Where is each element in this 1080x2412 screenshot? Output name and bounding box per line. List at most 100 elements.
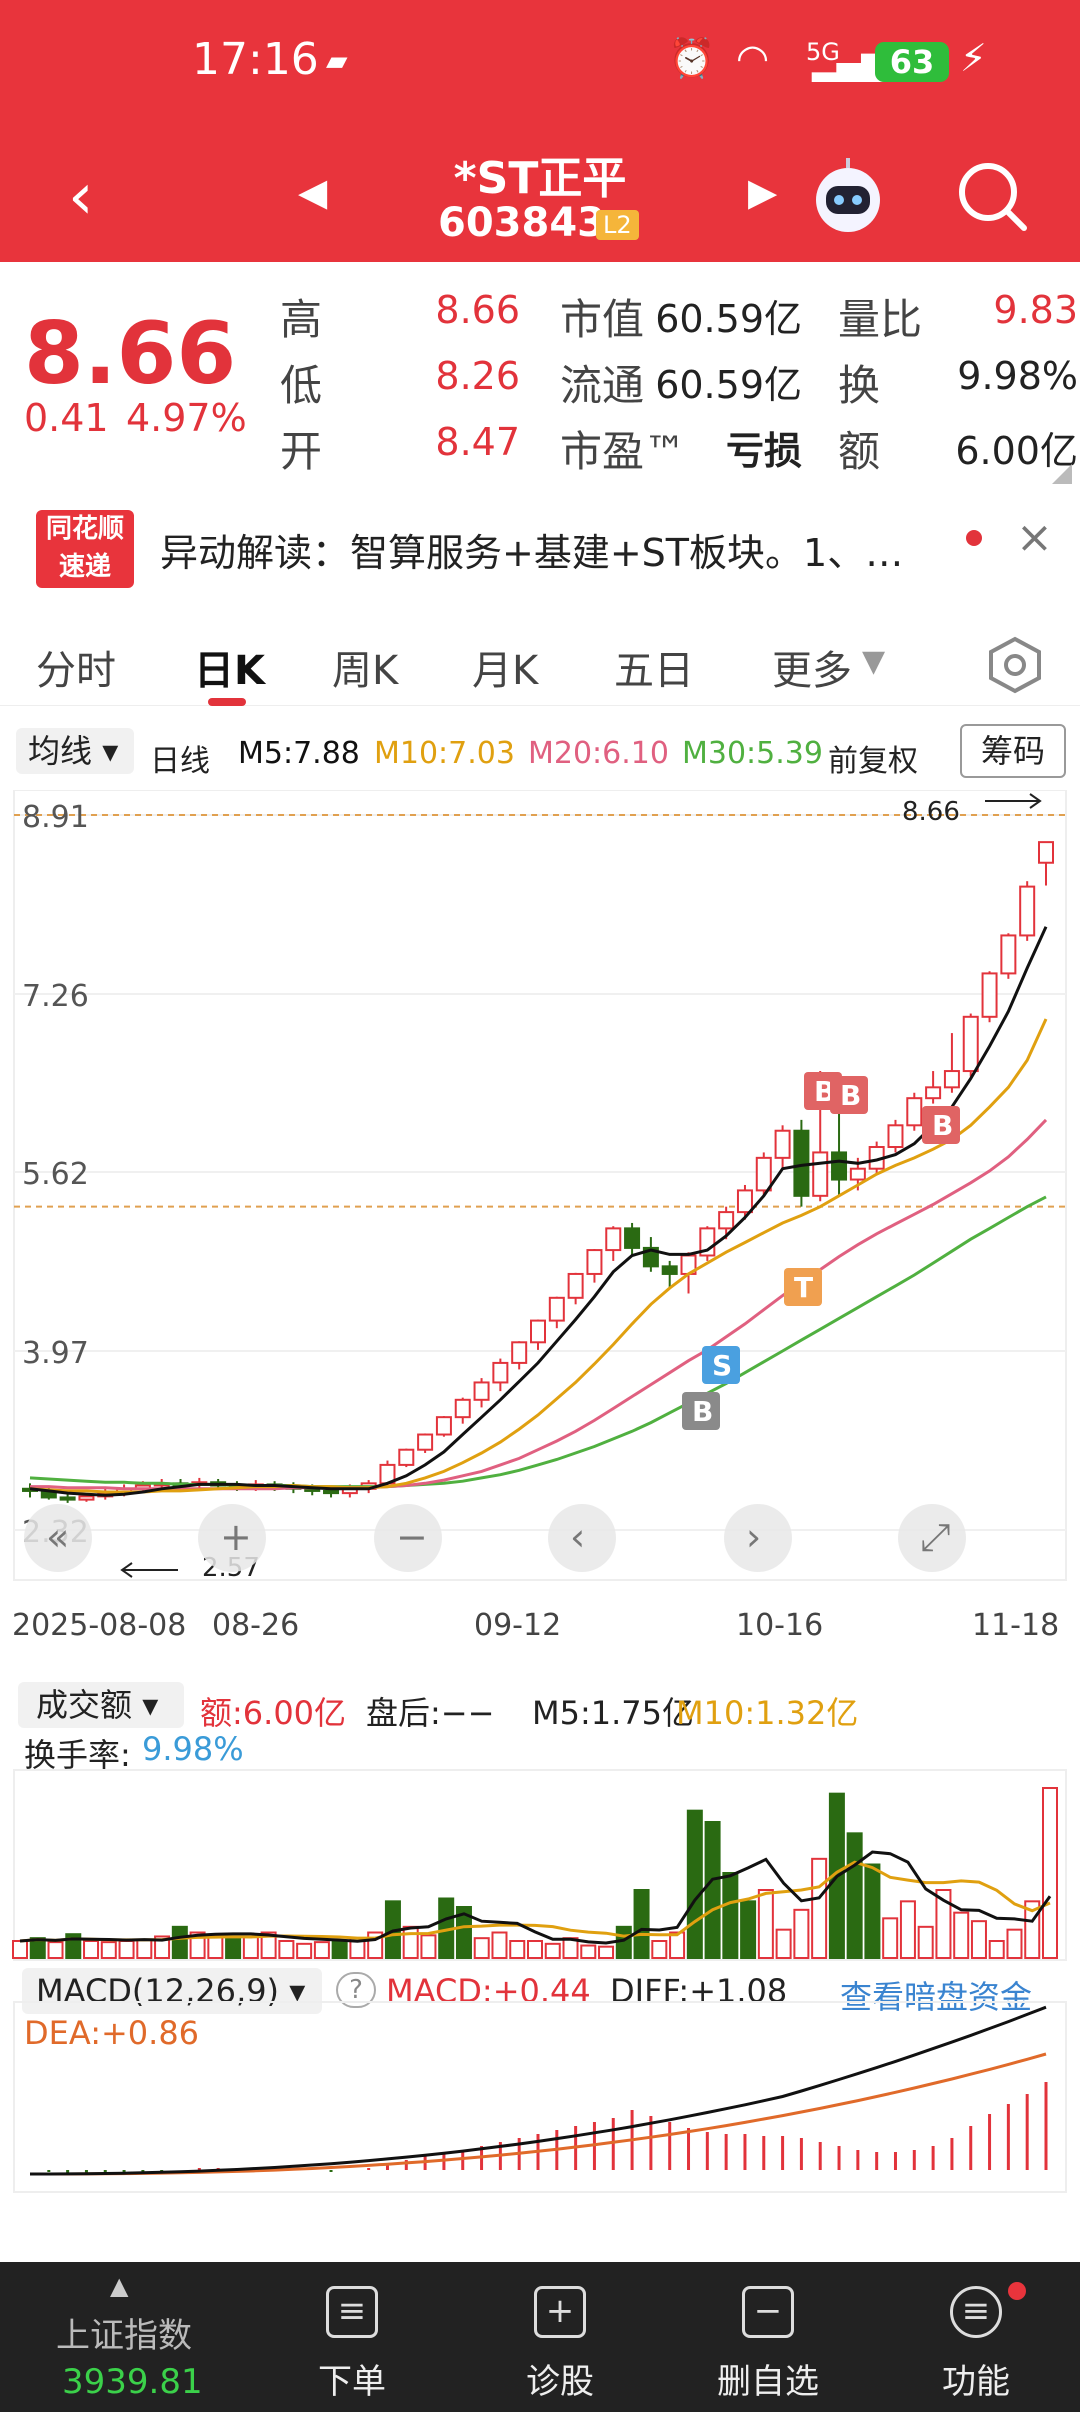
low-label: 低 bbox=[280, 361, 323, 410]
candle-body-46 bbox=[887, 1124, 904, 1149]
chart-control-0 bbox=[24, 1504, 92, 1572]
search-icon[interactable] bbox=[954, 158, 1030, 234]
settings-hexagon-icon[interactable] bbox=[986, 636, 1044, 694]
candle-body-51 bbox=[981, 972, 998, 1018]
mcap-value: 60.59亿 bbox=[655, 297, 802, 341]
prev-stock-icon[interactable]: ◀ bbox=[298, 170, 328, 214]
amount-value: 6.00亿 bbox=[955, 429, 1078, 473]
kline-frame bbox=[13, 790, 1067, 1581]
t-marker-bg bbox=[784, 1268, 822, 1306]
macd-chart[interactable] bbox=[0, 2000, 1080, 2200]
volume-indicator-select[interactable]: 成交额 ▾ bbox=[18, 1682, 184, 1728]
kline-price-axis: 8.917.265.623.972.32 bbox=[22, 800, 89, 1550]
volume-ma-lines bbox=[19, 1850, 1052, 1945]
turnover-label: 换 bbox=[838, 361, 881, 410]
diff-value: DIFF:+1.08 bbox=[610, 1972, 788, 2010]
chart-control-icon-0: « bbox=[46, 1515, 69, 1559]
order-button[interactable]: ≡ 下单 bbox=[272, 2262, 432, 2412]
tab-intraday[interactable]: 分时 bbox=[36, 648, 116, 694]
date-label-3: 10-16 bbox=[736, 1608, 824, 1643]
candle-body-47 bbox=[906, 1097, 923, 1127]
next-stock-icon[interactable]: ▶ bbox=[748, 170, 778, 214]
candle-body-3 bbox=[78, 1495, 95, 1501]
tab-weekly-k[interactable]: 周K bbox=[332, 648, 399, 694]
kline-markers: 8.662.57BSTBBB bbox=[120, 793, 1042, 1583]
macd-indicator-select[interactable]: MACD(12,26,9) ▾ bbox=[22, 1968, 322, 2014]
app-notification-icon: ▰ bbox=[326, 44, 348, 77]
volume-bar-37 bbox=[669, 1931, 686, 1959]
tab-monthly-k[interactable]: 月K bbox=[472, 648, 539, 694]
order-label: 下单 bbox=[318, 2362, 386, 2402]
candle-body-29 bbox=[567, 1272, 584, 1299]
candle-body-52 bbox=[1000, 934, 1017, 975]
volume-bar-15 bbox=[278, 1940, 295, 1959]
volume-bars bbox=[12, 1769, 1067, 1961]
volume-bar-14 bbox=[260, 1931, 277, 1959]
macd-value: MACD:+0.44 bbox=[386, 1972, 591, 2010]
volume-chart[interactable] bbox=[0, 1768, 1080, 1968]
wifi-icon: ◠ bbox=[736, 36, 770, 80]
macd-indicator-title: MACD(12,26,9) bbox=[36, 1972, 280, 2010]
functions-button[interactable]: ≡ 功能 bbox=[896, 2262, 1056, 2412]
volume-bar-41 bbox=[740, 1900, 757, 1959]
open-value: 8.47 bbox=[435, 420, 520, 464]
chart-control-icon-3: ‹ bbox=[570, 1515, 585, 1559]
candle-body-41 bbox=[793, 1129, 810, 1197]
volume-ma5-line bbox=[19, 1850, 1052, 1945]
back-icon[interactable]: ‹ bbox=[68, 160, 94, 234]
volume-bar-47 bbox=[846, 1832, 863, 1959]
functions-icon: ≡ bbox=[950, 2286, 1002, 2338]
dark-pool-link[interactable]: 查看暗盘资金 bbox=[840, 1978, 1033, 2016]
diagnose-button[interactable]: + 诊股 bbox=[480, 2262, 640, 2412]
volume-m5: M5:1.75亿 bbox=[532, 1694, 695, 1732]
volume-bar-6 bbox=[118, 1940, 135, 1959]
price-change-pct: 4.97% bbox=[126, 396, 247, 440]
tab-five-day[interactable]: 五日 bbox=[614, 648, 694, 694]
indicator-select[interactable]: 均线 ▾ bbox=[16, 728, 134, 774]
current-price: 8.66 bbox=[24, 304, 237, 404]
date-label-1: 08-26 bbox=[212, 1608, 300, 1643]
candle-body-20 bbox=[398, 1448, 415, 1466]
volume-bar-36 bbox=[651, 1940, 668, 1959]
close-icon[interactable]: × bbox=[1016, 512, 1053, 563]
stock-code: 603843 bbox=[438, 200, 605, 246]
volume-bar-22 bbox=[402, 1925, 419, 1959]
diagnose-label: 诊股 bbox=[526, 2362, 594, 2402]
low-arrow bbox=[120, 1562, 178, 1578]
volume-bar-8 bbox=[154, 1935, 171, 1959]
sell-marker-text: S bbox=[712, 1349, 732, 1382]
vr-label: 量比 bbox=[838, 295, 923, 344]
diff-line bbox=[30, 2005, 1047, 2176]
chart-tabs: 分时 日K 周K 月K 五日 更多 ▼ bbox=[0, 610, 1080, 706]
index-widget[interactable]: ▲ 上证指数 3939.81 bbox=[44, 2262, 204, 2412]
candle-body-40 bbox=[774, 1129, 791, 1159]
more-caret-icon[interactable]: ▼ bbox=[862, 644, 886, 679]
adjust-label[interactable]: 前复权 bbox=[828, 744, 918, 779]
ma30-label: M30:5.39 bbox=[682, 736, 823, 771]
volume-amount: 额:6.00亿 bbox=[200, 1694, 347, 1732]
buy-marker-3-bg bbox=[830, 1076, 868, 1114]
chips-button[interactable]: 筹码 bbox=[960, 724, 1066, 778]
high-price-label: 8.66 bbox=[902, 797, 960, 827]
ma20-label: M20:6.10 bbox=[528, 736, 669, 771]
news-ticker[interactable]: 同花顺 速递 异动解读：智算服务+基建+ST板块。1、… × bbox=[0, 492, 1080, 602]
tab-more[interactable]: 更多 bbox=[772, 648, 852, 694]
news-unread-dot bbox=[966, 530, 982, 546]
robot-assistant-icon[interactable] bbox=[806, 152, 890, 236]
volume-bar-11 bbox=[207, 1934, 224, 1959]
volume-bar-26 bbox=[473, 1937, 490, 1960]
sell-marker-bg bbox=[702, 1346, 740, 1384]
chart-control-4 bbox=[724, 1504, 792, 1572]
high-value: 8.66 bbox=[435, 288, 520, 332]
volume-bar-13 bbox=[242, 1935, 259, 1959]
turnover-rate-label: 换手率: bbox=[24, 1736, 131, 1774]
remove-watchlist-button[interactable]: − 删自选 bbox=[688, 2262, 848, 2412]
kline-grid bbox=[13, 790, 1067, 1581]
amount-label: 额 bbox=[838, 427, 881, 476]
pe-label: 市盈™ bbox=[560, 427, 687, 476]
tab-daily-k[interactable]: 日K bbox=[194, 648, 265, 694]
diagnose-icon: + bbox=[534, 2286, 586, 2338]
expand-corner-icon[interactable] bbox=[1050, 462, 1074, 486]
help-icon[interactable]: ? bbox=[336, 1972, 376, 2008]
kline-chart[interactable]: 8.917.265.623.972.32 8.662.57BSTBBB «+−‹… bbox=[0, 790, 1080, 1590]
